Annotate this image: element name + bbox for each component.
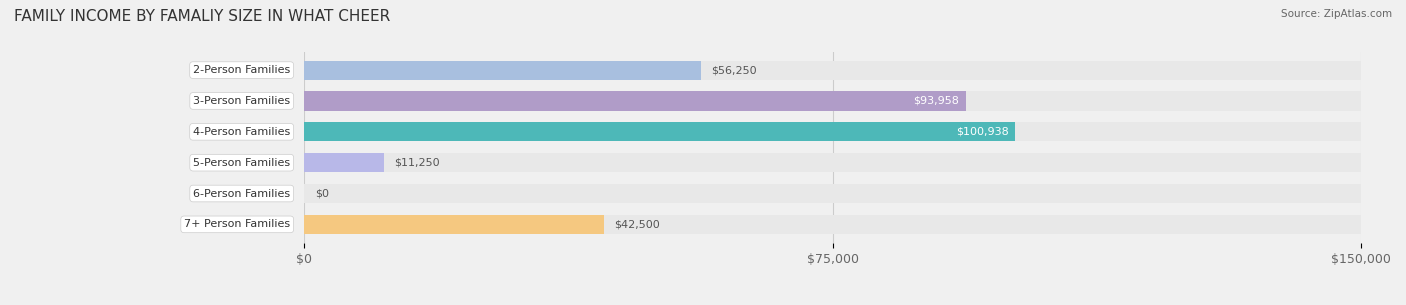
Text: 7+ Person Families: 7+ Person Families <box>184 219 290 229</box>
Bar <box>304 215 603 234</box>
Bar <box>304 61 700 80</box>
Text: $0: $0 <box>315 188 329 199</box>
Text: 5-Person Families: 5-Person Families <box>193 158 290 168</box>
Bar <box>304 61 1361 80</box>
Text: $56,250: $56,250 <box>711 65 756 75</box>
Bar <box>304 215 1361 234</box>
Text: 3-Person Families: 3-Person Families <box>193 96 290 106</box>
Text: $11,250: $11,250 <box>394 158 440 168</box>
Bar <box>304 122 1361 142</box>
Bar <box>304 153 384 172</box>
Bar <box>304 92 966 110</box>
Bar <box>304 122 1015 142</box>
Text: Source: ZipAtlas.com: Source: ZipAtlas.com <box>1281 9 1392 19</box>
Text: $93,958: $93,958 <box>914 96 959 106</box>
Text: $100,938: $100,938 <box>956 127 1008 137</box>
Text: 4-Person Families: 4-Person Families <box>193 127 290 137</box>
Text: 6-Person Families: 6-Person Families <box>193 188 290 199</box>
Text: $42,500: $42,500 <box>614 219 659 229</box>
Bar <box>304 184 1361 203</box>
Text: 2-Person Families: 2-Person Families <box>193 65 290 75</box>
Bar <box>304 92 1361 110</box>
Bar <box>304 153 1361 172</box>
Text: FAMILY INCOME BY FAMALIY SIZE IN WHAT CHEER: FAMILY INCOME BY FAMALIY SIZE IN WHAT CH… <box>14 9 391 24</box>
